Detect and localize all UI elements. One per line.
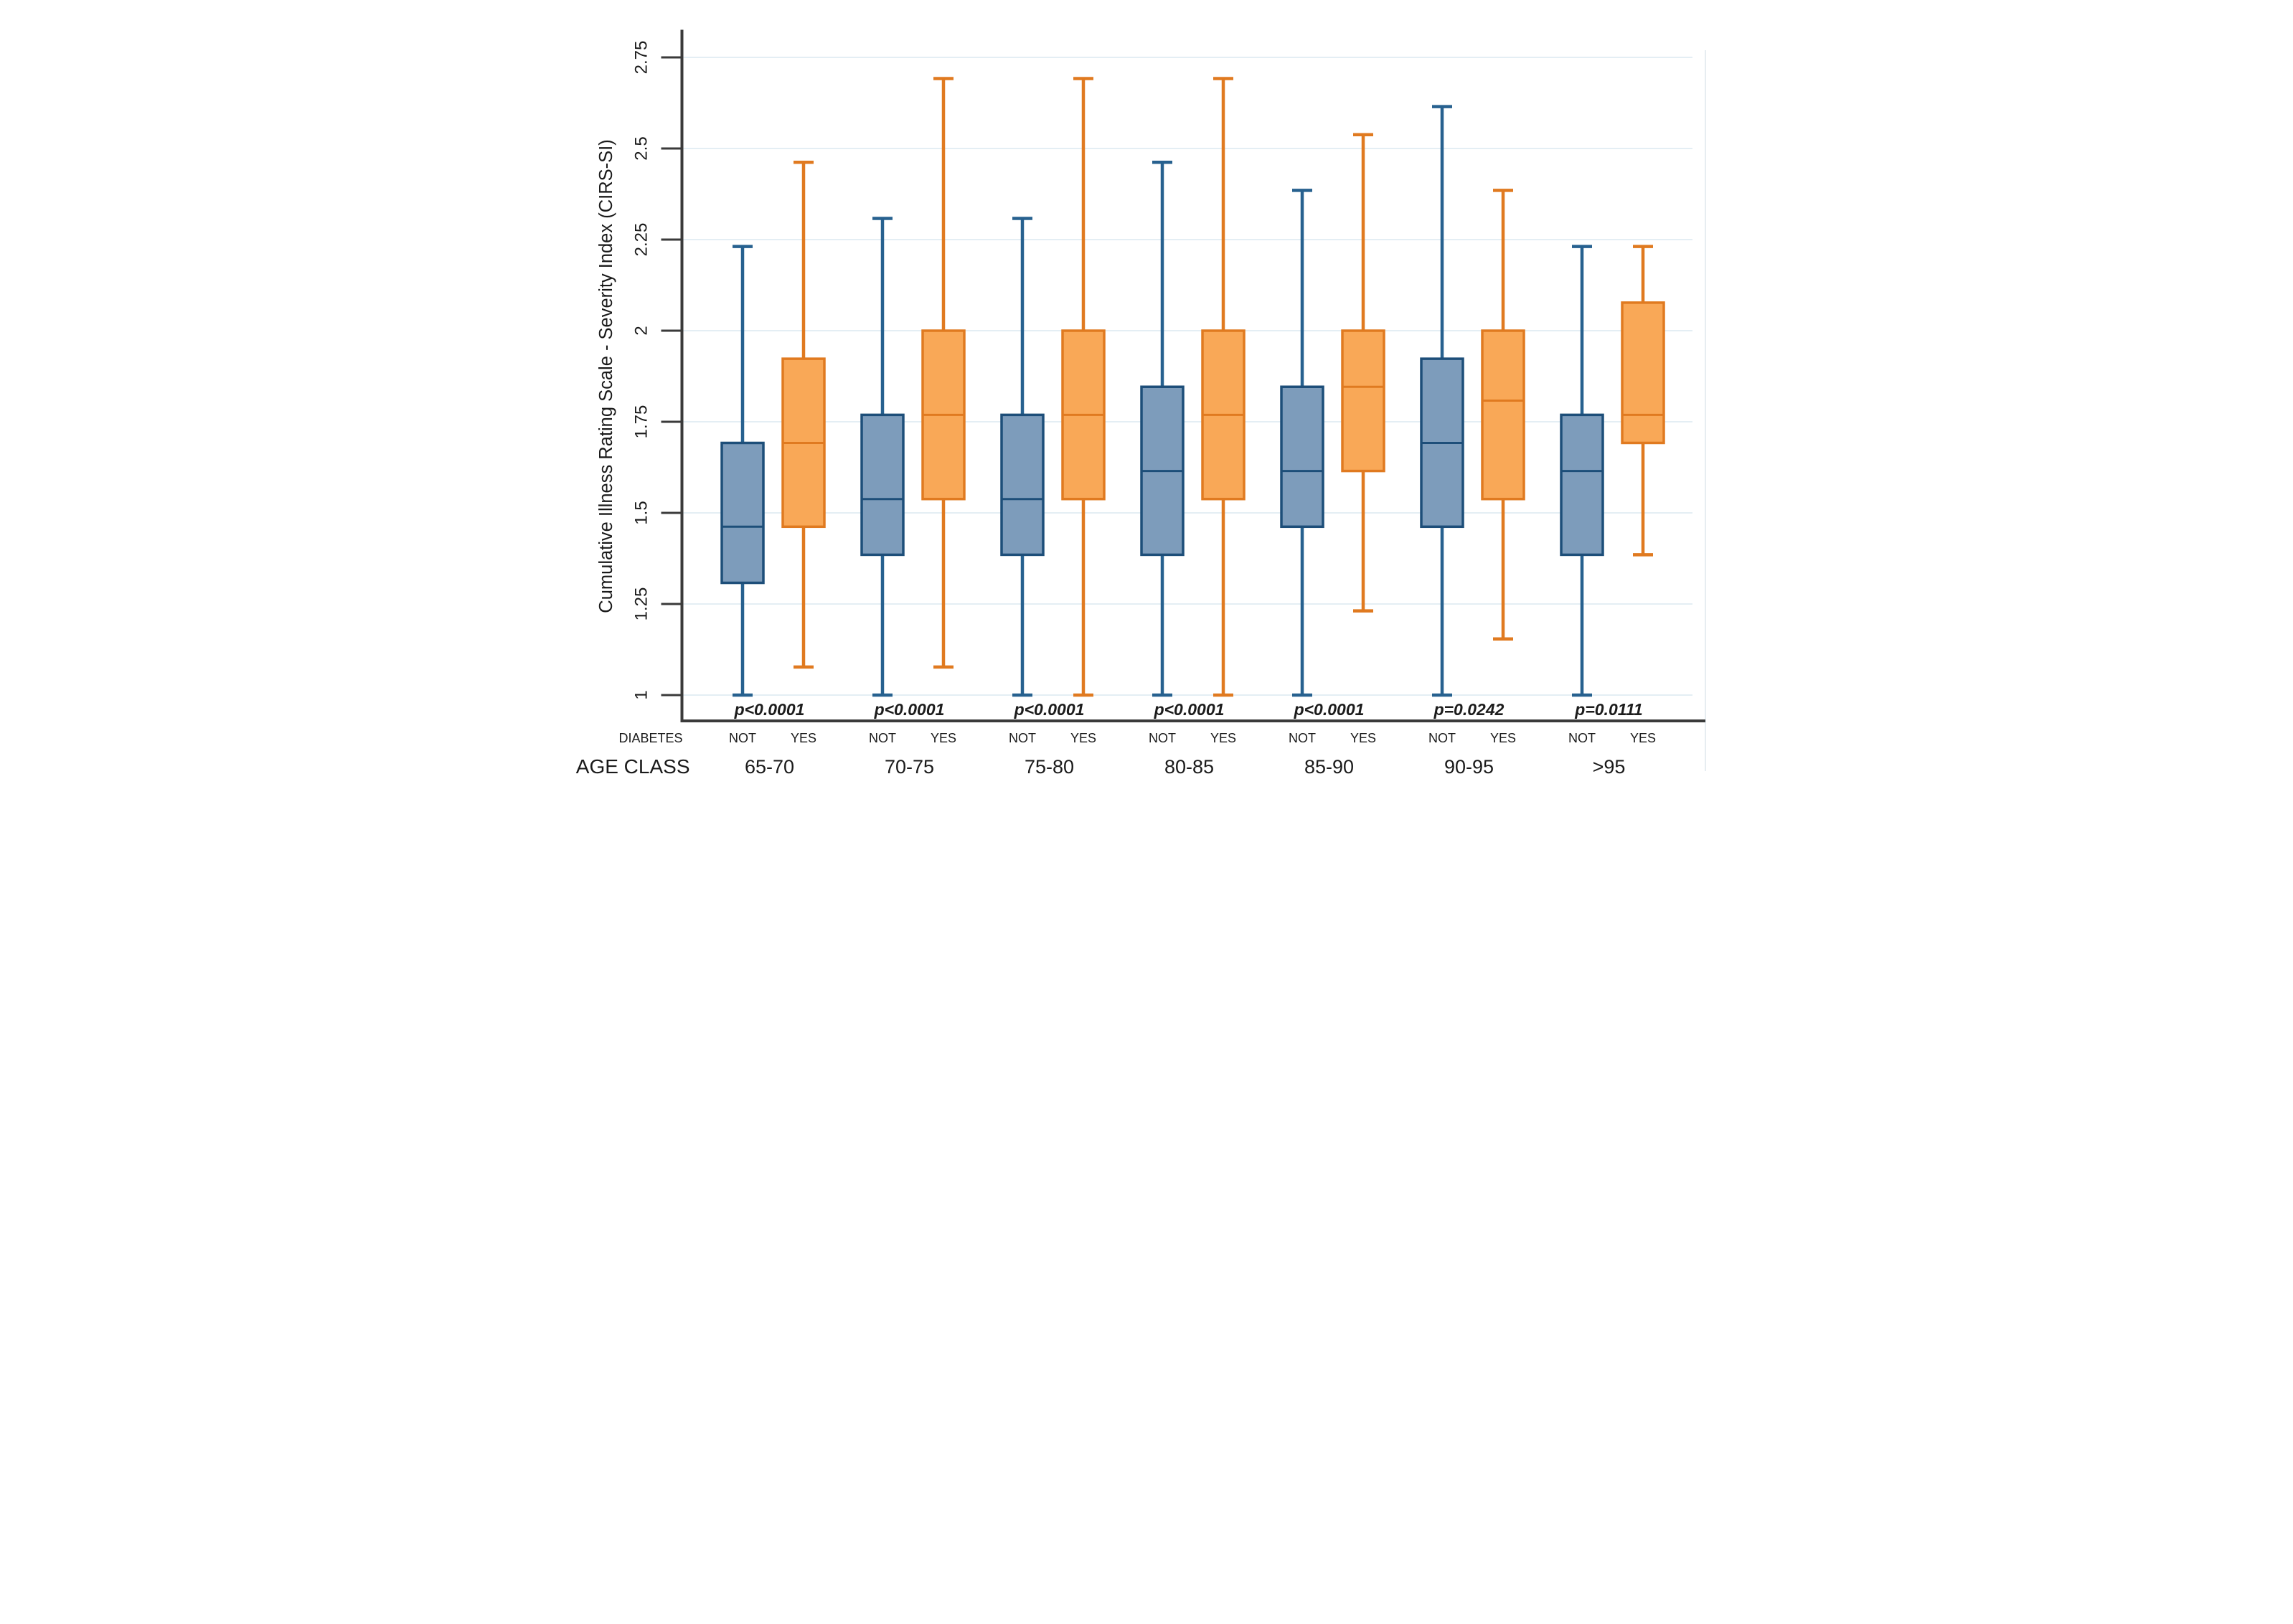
box-95-not-iqr-box xyxy=(1560,413,1604,557)
diabetes-not-label-6570: NOT xyxy=(729,731,756,745)
diabetes-not-label-7075: NOT xyxy=(869,731,896,745)
box-8590-not-iqr-box xyxy=(1280,385,1324,529)
age-class-label-7075: 70-75 xyxy=(885,756,934,778)
y-tick-label-2.25: 2.25 xyxy=(632,223,651,257)
age-class-label-7580: 75-80 xyxy=(1025,756,1074,778)
age-class-label-8085: 80-85 xyxy=(1164,756,1214,778)
box-8590-yes-iqr-box xyxy=(1341,329,1385,473)
box-7580-not-iqr-box xyxy=(1000,413,1045,557)
diabetes-not-label-8085: NOT xyxy=(1149,731,1176,745)
p-value-8590: p<0.0001 xyxy=(1294,700,1365,719)
p-value-8085: p<0.0001 xyxy=(1154,700,1225,719)
age-class-label-6570: 65-70 xyxy=(745,756,794,778)
box-6570-not-iqr-box xyxy=(720,441,765,585)
diabetes-not-label-95: NOT xyxy=(1568,731,1596,745)
y-tick-label-1.5: 1.5 xyxy=(632,501,651,524)
box-7075-not-iqr-box xyxy=(860,413,905,557)
diabetes-yes-label-8590: YES xyxy=(1350,731,1376,745)
y-tick-label-1: 1 xyxy=(632,690,651,699)
row-header-age-class: AGE CLASS xyxy=(576,755,690,778)
diabetes-yes-label-9095: YES xyxy=(1490,731,1516,745)
diabetes-not-label-9095: NOT xyxy=(1428,731,1456,745)
diabetes-yes-label-7580: YES xyxy=(1070,731,1096,745)
y-tick-label-2: 2 xyxy=(632,326,651,335)
y-tick-label-2.5: 2.5 xyxy=(632,136,651,160)
diabetes-yes-label-8085: YES xyxy=(1210,731,1236,745)
p-value-7075: p<0.0001 xyxy=(874,700,945,719)
boxplot-figure: 1 1.25 1.5 1.75 2 2.25 2.5 2.75 Cumulative Illne… xyxy=(573,0,1720,812)
p-value-9095: p=0.0242 xyxy=(1433,700,1505,719)
diabetes-not-label-8590: NOT xyxy=(1289,731,1316,745)
p-value-95: p=0.0111 xyxy=(1574,700,1642,719)
diabetes-yes-label-6570: YES xyxy=(791,731,816,745)
diabetes-not-label-7580: NOT xyxy=(1009,731,1036,745)
box-95-yes-iqr-box xyxy=(1621,301,1665,445)
diabetes-yes-label-95: YES xyxy=(1630,731,1656,745)
chart-svg: 1 1.25 1.5 1.75 2 2.25 2.5 2.75 Cumulative Illne… xyxy=(573,0,1720,812)
y-tick-label-1.75: 1.75 xyxy=(632,405,651,439)
diabetes-yes-label-7075: YES xyxy=(931,731,956,745)
y-axis-title: Cumulative Illness Rating Scale - Severi… xyxy=(596,139,616,613)
age-class-label-95: >95 xyxy=(1593,756,1626,778)
age-class-label-8590: 85-90 xyxy=(1304,756,1354,778)
p-value-6570: p<0.0001 xyxy=(734,700,805,719)
y-tick-label-1.25: 1.25 xyxy=(632,587,651,621)
age-class-label-9095: 90-95 xyxy=(1444,756,1494,778)
y-tick-label-2.75: 2.75 xyxy=(632,41,651,75)
box-9095-yes-iqr-box xyxy=(1481,329,1525,501)
p-value-7580: p<0.0001 xyxy=(1014,700,1085,719)
row-header-diabetes: DIABETES xyxy=(618,731,682,745)
